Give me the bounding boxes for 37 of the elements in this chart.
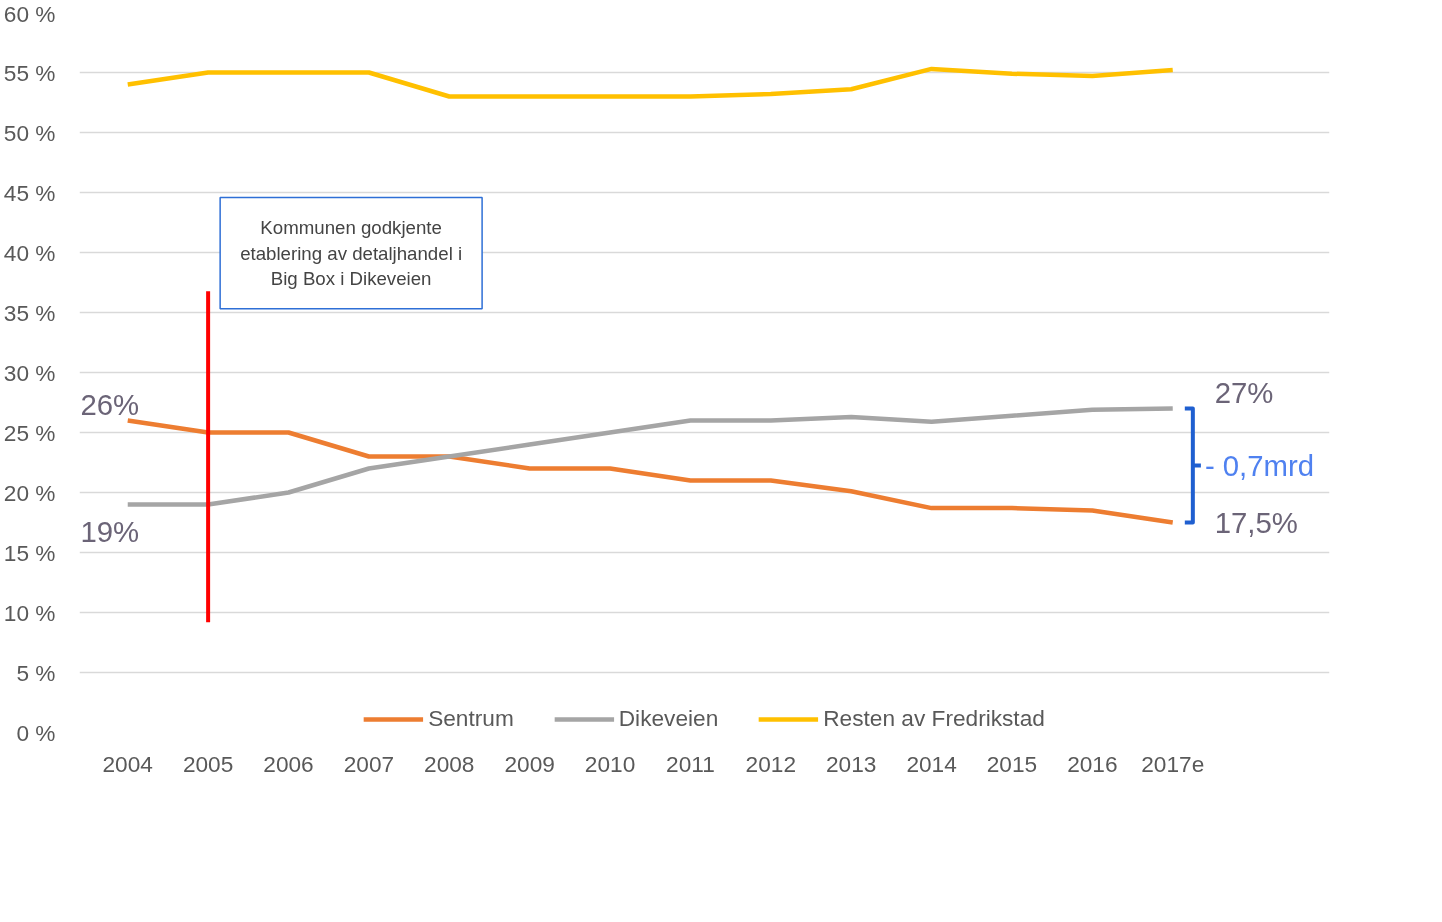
x-tick-label: 2013 [826,750,877,777]
y-tick-label: 50 % [3,119,56,146]
annotation: 17,5% [1214,506,1298,539]
x-tick-label: 2010 [584,750,636,777]
legend-label: Dikeveien [618,705,719,732]
x-tick-label: 2016 [1067,750,1118,777]
y-tick-label: 35 % [3,299,56,326]
y-tick-label: 45 % [3,179,56,206]
y-tick-label: 20 % [3,479,56,506]
y-tick-label: 60 % [3,0,56,27]
ref-line-label: Kommunen godkjente etablering av detaljhandel i Big Box i Dikeveien [240,217,463,289]
y-tick-label: 30 % [3,359,56,386]
x-tick-label: 2007 [343,750,395,777]
x-tick-label: 2008 [424,750,475,777]
y-tick-label: 55 % [3,59,56,86]
y-tick-label: 40 % [3,239,56,266]
y-tick-label: 15 % [3,539,56,566]
x-tick-label: 2009 [504,750,555,777]
annotation: 19% [80,514,140,548]
y-tick-label: 0 % [16,719,56,746]
x-tick-label: 2014 [906,750,957,777]
y-tick-label: 10 % [3,599,56,626]
y-tick-label: 25 % [3,419,56,446]
y-tick-label: 5 % [16,659,56,686]
x-tick-label: 2015 [986,750,1038,777]
x-tick-label: 2017e [1141,750,1205,777]
legend-label: Sentrum [428,705,514,732]
x-tick-label: 2012 [745,750,797,777]
x-tick-label: 2004 [102,750,153,777]
x-tick-label: 2005 [182,750,234,777]
legend-label: Resten av Fredrikstad [823,705,1045,732]
annotation: 27% [1214,375,1274,409]
line-series [125,66,1175,99]
annotation: - 0,7mrd [1204,449,1315,482]
annotation: 26% [80,387,140,421]
x-tick-label: 2006 [263,750,314,777]
x-tick-label: 2011 [666,750,715,777]
